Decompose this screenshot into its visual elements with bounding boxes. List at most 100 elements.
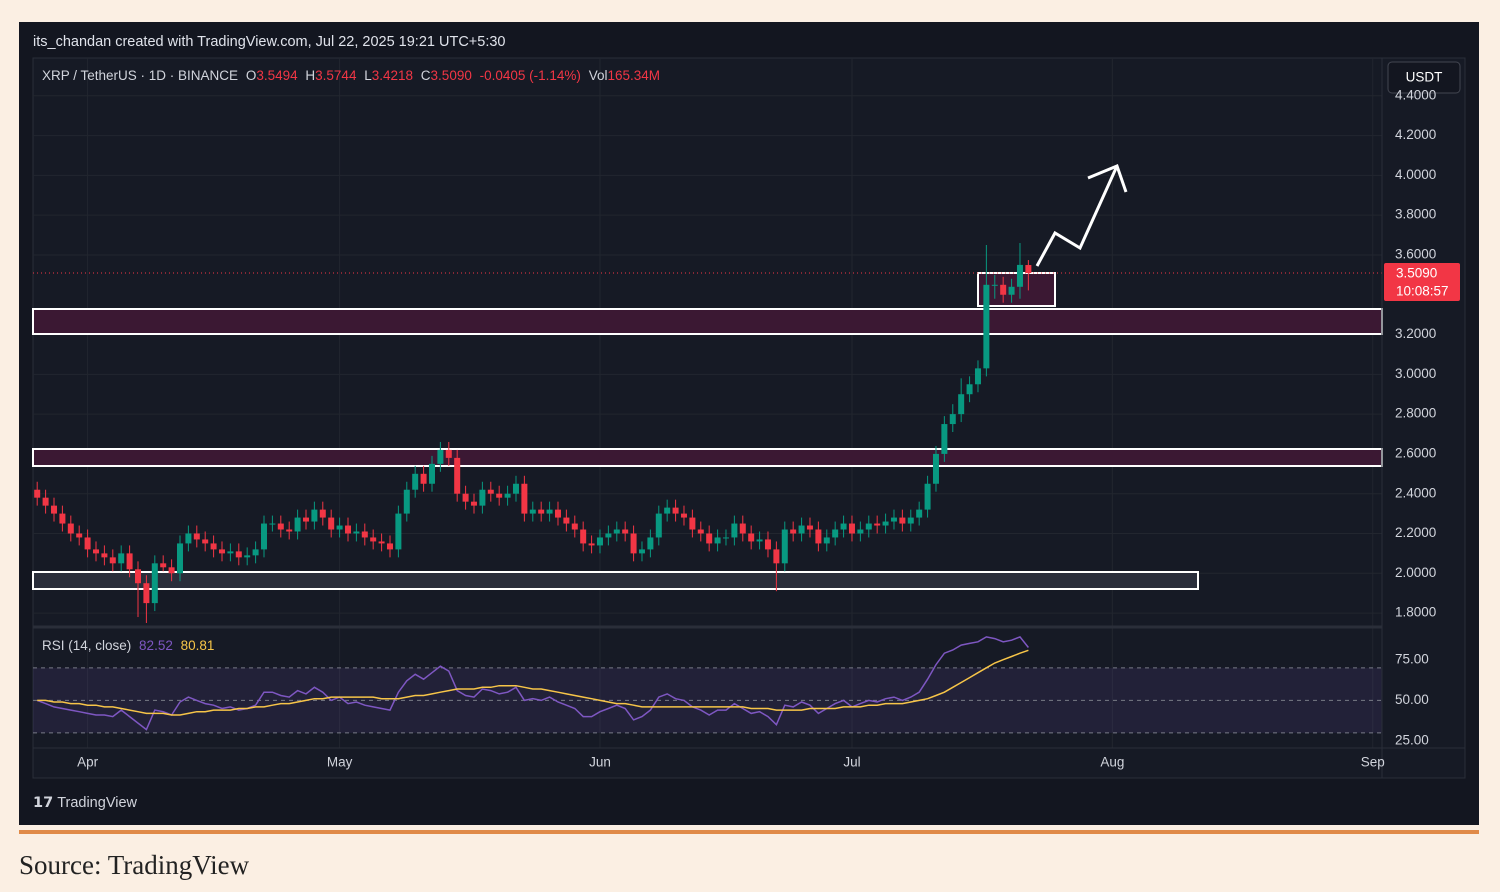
candle-body — [588, 543, 595, 546]
candle-body — [916, 509, 923, 518]
candle-body — [168, 567, 175, 574]
candle-body — [42, 497, 49, 506]
candle-body — [445, 449, 452, 458]
candle-body — [890, 517, 897, 522]
candle-body — [59, 513, 66, 524]
candle-body — [328, 517, 335, 530]
candle-body — [470, 501, 477, 506]
candle-body — [109, 557, 116, 564]
candle-body — [991, 284, 998, 286]
legend-key: Vol — [589, 68, 608, 83]
legend-key: L — [364, 68, 372, 83]
candle-body — [218, 549, 225, 554]
candle-body — [546, 509, 553, 514]
candle-body — [605, 533, 612, 538]
zone — [32, 571, 1199, 590]
candle-body — [974, 368, 981, 385]
candle-body — [823, 537, 830, 544]
candle-body — [353, 531, 360, 534]
rsi-title: RSI (14, close) — [42, 638, 131, 653]
candle-body — [403, 489, 410, 514]
x-tick-label: Aug — [1100, 755, 1124, 770]
candle-body — [756, 539, 763, 542]
candle-body — [302, 517, 309, 522]
y-tick-label: 4.0000 — [1395, 167, 1436, 182]
x-tick-label: Apr — [77, 755, 99, 770]
candle-body — [126, 553, 133, 570]
candle-body — [252, 549, 259, 556]
candle-body — [613, 529, 620, 534]
rsi-value: 82.52 — [139, 638, 173, 653]
legend: XRP / TetherUS · 1D · BINANCE O3.5494 H3… — [42, 68, 660, 83]
y-tick-label: 2.6000 — [1395, 445, 1436, 460]
candle-body — [538, 509, 545, 514]
candle-body — [151, 563, 158, 604]
candle-body — [563, 517, 570, 524]
y-tick-label: 2.2000 — [1395, 525, 1436, 540]
candle-body — [521, 483, 528, 514]
candle-body — [378, 541, 385, 544]
legend-value: 165.34M — [607, 68, 660, 83]
y-tick-label: 1.8000 — [1395, 605, 1436, 620]
candle-body — [487, 489, 494, 494]
x-tick-label: May — [327, 755, 353, 770]
price-tag-label: 3.5090 — [1396, 266, 1437, 281]
legend-change: -0.0405 (-1.14%) — [480, 68, 581, 83]
candle-body — [235, 551, 242, 558]
candle-body — [840, 523, 847, 530]
y-tick-label: 3.2000 — [1395, 326, 1436, 341]
candle-body — [34, 489, 41, 498]
candle-body — [92, 549, 99, 554]
candle-body — [504, 493, 511, 498]
candle-body — [244, 555, 251, 558]
candle-body — [680, 513, 687, 518]
y-tick-label: 2.0000 — [1395, 565, 1436, 580]
candle-body — [941, 424, 948, 454]
zone — [32, 448, 1383, 467]
y-tick-label: 4.4000 — [1395, 87, 1436, 102]
candle-body — [529, 509, 536, 514]
candle-body — [319, 509, 326, 518]
candle-body — [697, 529, 704, 534]
arrow — [1035, 164, 1128, 267]
candle-body — [722, 537, 729, 539]
candle-body — [655, 513, 662, 538]
rsi-ma-value: 80.81 — [181, 638, 215, 653]
candle-body — [67, 523, 74, 534]
candle-body — [1008, 286, 1015, 295]
chart-frame — [32, 57, 1466, 779]
candle-body — [882, 521, 889, 526]
candle-body — [857, 529, 864, 534]
candle-body — [260, 523, 267, 550]
logo-mark: 𝟭𝟳 — [33, 795, 53, 811]
countdown: 10:08:57 — [1396, 284, 1449, 299]
zone — [32, 308, 1383, 335]
candle-body — [689, 517, 696, 530]
candle-body — [773, 549, 780, 564]
zone-box — [977, 272, 1056, 307]
candle-body — [269, 523, 276, 525]
candle-body — [176, 543, 183, 574]
grid — [33, 58, 1382, 748]
candle-body — [806, 525, 813, 530]
rsi-line — [37, 649, 1029, 716]
candle-body — [370, 537, 377, 542]
legend-key: C — [421, 68, 431, 83]
candle-body — [512, 483, 519, 494]
header: its_chandan created with TradingView.com… — [33, 34, 505, 50]
legend-key: H — [305, 68, 315, 83]
currency[interactable]: USDT — [1406, 70, 1443, 85]
candle-body — [932, 453, 939, 484]
y-tick-label: 2.8000 — [1395, 406, 1436, 421]
candle-body — [664, 507, 671, 514]
candle-body — [294, 517, 301, 532]
candle-body — [286, 529, 293, 532]
candle-body — [571, 523, 578, 530]
candle-body — [101, 553, 108, 558]
currency-button[interactable] — [1387, 61, 1461, 94]
candle-body — [420, 473, 427, 484]
candle-body — [1025, 265, 1032, 274]
candle-body — [134, 569, 141, 584]
candle-body — [227, 551, 234, 554]
